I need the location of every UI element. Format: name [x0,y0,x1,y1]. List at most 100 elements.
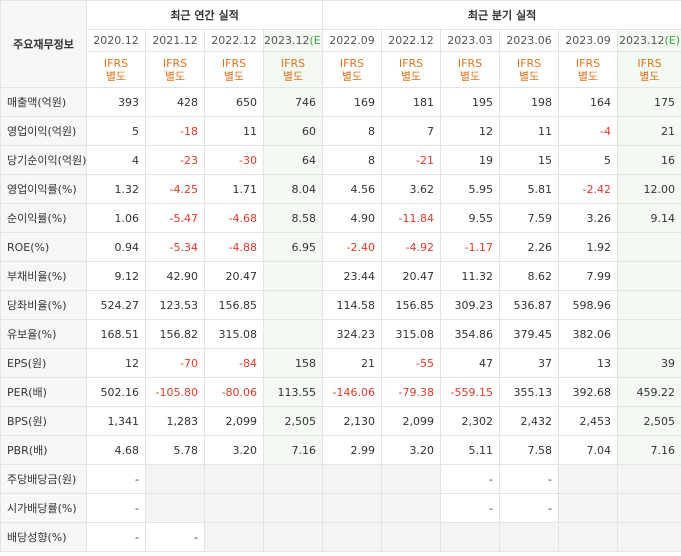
value-cell: 5.81 [499,174,560,204]
period-header: 2023.12(E) [617,29,681,52]
value-cell: 13 [558,348,619,378]
value-cell: 502.16 [86,377,146,407]
value-cell: 64 [262,145,324,175]
period-header: 2022.12 [204,29,264,52]
gaap-scope: 별도 [223,69,245,83]
gaap-standard: IFRS [516,56,542,70]
value-cell: 382.06 [558,319,619,349]
value-cell: 2,505 [617,406,681,436]
empty-cell [262,522,324,552]
value-cell: 60 [262,116,324,146]
value-cell: 156.85 [381,290,442,320]
gaap-scope: 별도 [518,69,540,83]
value-cell: -70 [145,348,205,378]
value-cell: -5.34 [145,232,205,262]
gaap-standard: IFRS [221,56,247,70]
value-cell: 536.87 [499,290,560,320]
empty-cell [262,464,324,494]
quarter-group-header: 최근 분기 실적 [322,0,681,30]
row-label: 당기순이익(억원) [0,145,87,175]
value-cell: 168.51 [86,319,146,349]
value-cell: 156.85 [204,290,264,320]
value-cell: -559.15 [440,377,501,407]
table-row: PER(배) 502.16 -105.80 -80.06 113.55 -146.06 -7… [0,377,681,407]
value-cell: 7.04 [558,435,619,465]
gaap-standard: IFRS [398,56,424,70]
value-cell: 42.90 [145,261,205,291]
value-cell: -2.40 [322,232,383,262]
value-cell: 181 [381,87,442,117]
value-cell: -79.38 [381,377,442,407]
value-cell: 2.26 [499,232,560,262]
value-cell: 12 [440,116,501,146]
row-label: 영업이익률(%) [0,174,87,204]
period-label: 2022.12 [211,34,257,47]
gaap-scope: 별도 [639,69,660,83]
value-cell: 11 [499,116,560,146]
value-cell: 379.45 [499,319,560,349]
gaap-header: IFRS 별도 [204,51,264,88]
value-cell: - [86,464,146,494]
empty-cell [440,522,501,552]
table-row: BPS(원) 1,341 1,283 2,099 2,505 2,130 2,099 2,30… [0,406,681,436]
value-cell: 8.04 [262,174,324,204]
period-header: 2023.06 [499,29,560,52]
value-cell: 11 [204,116,264,146]
gaap-header: IFRS 별도 [381,51,442,88]
value-cell: 16 [617,145,681,175]
empty-cell [381,493,442,523]
row-label: 순이익률(%) [0,203,87,233]
value-cell: -21 [381,145,442,175]
empty-cell [558,493,619,523]
value-cell: -80.06 [204,377,264,407]
empty-cell [381,522,442,552]
value-cell: -2.42 [558,174,619,204]
period-label: 2022.12 [388,34,434,47]
value-cell: 3.62 [381,174,442,204]
empty-cell [558,464,619,494]
row-label: 당좌비율(%) [0,290,87,320]
gaap-scope: 별도 [459,69,481,83]
row-label: 영업이익(억원) [0,116,87,146]
row-label: 배당성향(%) [0,522,87,552]
value-cell: 12.00 [617,174,681,204]
row-label: EPS(원) [0,348,87,378]
value-cell: 7.16 [262,435,324,465]
table-row: EPS(원) 12 -70 -84 158 21 -55 47 37 13 39 [0,348,681,378]
value-cell: -105.80 [145,377,205,407]
empty-cell [322,493,383,523]
value-cell: 315.08 [381,319,442,349]
value-cell: 3.26 [558,203,619,233]
value-cell: 3.20 [204,435,264,465]
gaap-scope: 별도 [341,69,363,83]
gaap-standard: IFRS [103,56,129,70]
value-cell: 9.14 [617,203,681,233]
row-label: 매출액(억원) [0,87,87,117]
value-cell: 8 [322,145,383,175]
gaap-header: IFRS 별도 [617,51,681,88]
period-header: 2021.12 [145,29,205,52]
value-cell: 2,505 [262,406,324,436]
period-label: 2023.09 [565,34,611,47]
value-cell: 4.90 [322,203,383,233]
value-cell [262,290,324,320]
table-row: 유보율(%) 168.51 156.82 315.08 324.23 315.08 354.… [0,319,681,349]
value-cell [617,319,681,349]
value-cell: 324.23 [322,319,383,349]
period-header: 2020.12 [86,29,146,52]
table-row: 순이익률(%) 1.06 -5.47 -4.68 8.58 4.90 -11.84 9.55 7… [0,203,681,233]
empty-cell [617,522,681,552]
value-cell: 175 [617,87,681,117]
empty-cell [381,464,442,494]
value-cell: 20.47 [381,261,442,291]
period-label: 2023.03 [447,34,493,47]
value-cell: 47 [440,348,501,378]
period-label: 2023.12 [264,34,310,47]
row-label: BPS(원) [0,406,87,436]
value-cell [617,290,681,320]
value-cell: 524.27 [86,290,146,320]
value-cell: 428 [145,87,205,117]
gaap-header: IFRS 별도 [145,51,205,88]
row-label: 주당배당금(원) [0,464,87,494]
value-cell: -55 [381,348,442,378]
